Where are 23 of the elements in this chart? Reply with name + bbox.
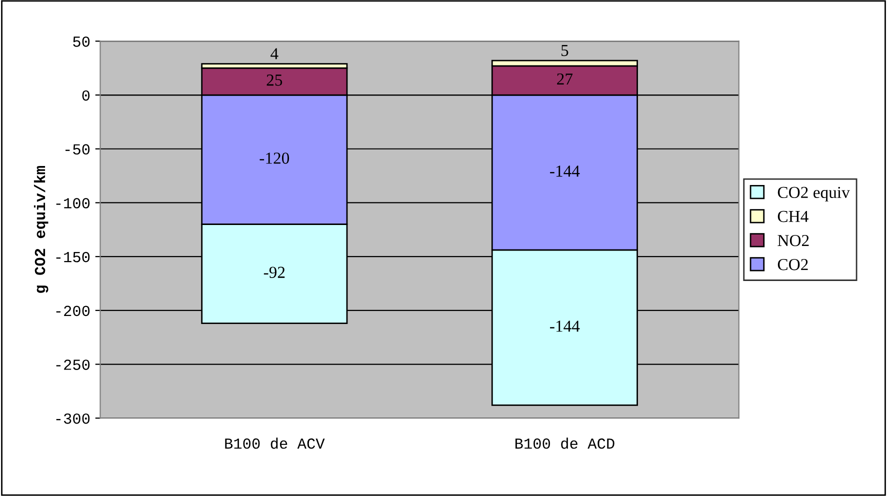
legend-label: CO2 <box>778 258 808 270</box>
y-tick-label: -50 <box>65 144 90 155</box>
y-tick-label: 50 <box>73 36 90 47</box>
x-tick-label: B100 de ACD <box>515 438 614 449</box>
data-label: 25 <box>266 74 282 86</box>
y-tick-label: -250 <box>56 360 90 370</box>
y-tick-label: -300 <box>56 413 90 424</box>
legend-label: CH4 <box>778 210 808 222</box>
y-axis-title: g CO2 equiv/km <box>34 166 48 293</box>
data-label: -144 <box>550 320 580 332</box>
data-label: -144 <box>550 166 580 177</box>
y-tick-label: -150 <box>56 252 90 262</box>
y-tick-label: -200 <box>56 306 90 316</box>
x-tick-label: B100 de ACV <box>225 438 325 449</box>
legend-label: CO2 equiv <box>778 186 850 202</box>
data-label: -120 <box>260 152 290 164</box>
y-tick-label: -100 <box>56 198 90 208</box>
data-label: 27 <box>557 73 573 84</box>
y-tick-label: 0 <box>82 90 90 101</box>
data-label: 4 <box>270 48 278 60</box>
data-label: -92 <box>264 266 285 278</box>
data-label: 5 <box>562 45 568 56</box>
legend-label: NO2 <box>778 234 809 246</box>
